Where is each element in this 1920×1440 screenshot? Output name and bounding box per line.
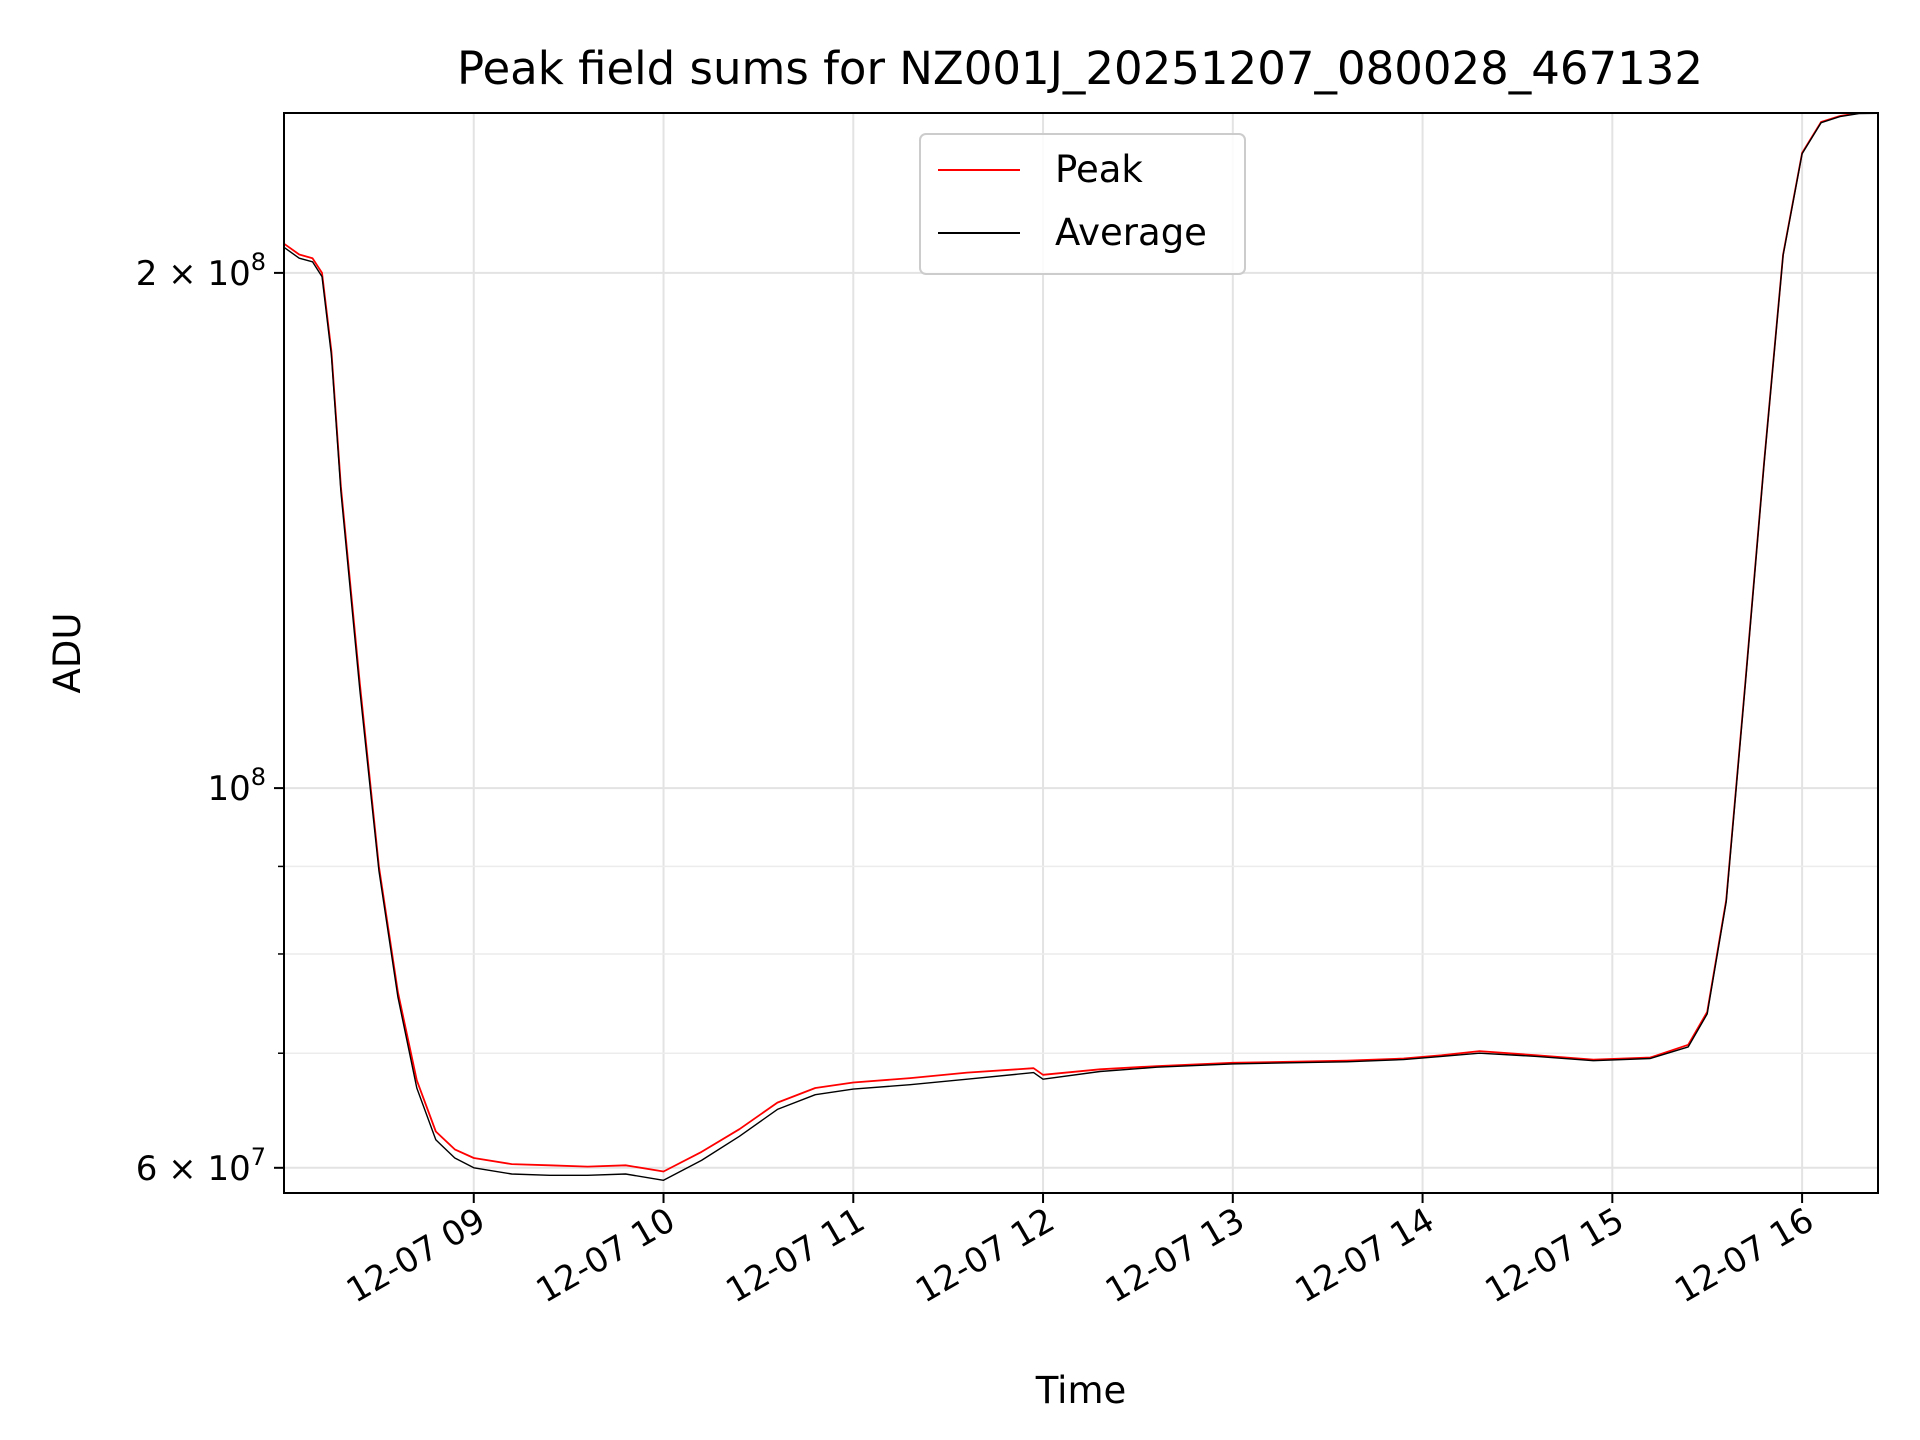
- y-tick-label-exponent: 8: [251, 763, 266, 791]
- y-tick-label-base: 6 × 10: [136, 1149, 251, 1189]
- series-layer: [283, 112, 1879, 1182]
- plot-frame: [283, 112, 1879, 1194]
- x-axis-label: Time: [1035, 1369, 1127, 1412]
- y-tick-label-base: 2 × 10: [136, 254, 251, 294]
- y-tick-label-exponent: 7: [251, 1143, 266, 1171]
- y-tick-label-exponent: 8: [251, 248, 266, 276]
- chart-title: Peak field sums for NZ001J_20251207_0800…: [457, 42, 1703, 95]
- legend: Peak Average: [919, 133, 1246, 275]
- y-tick-label: 108: [207, 763, 266, 809]
- y-tick-label: 2 × 108: [136, 248, 266, 294]
- y-axis-label: ADU: [46, 613, 89, 694]
- y-tick-label-base: 10: [207, 769, 250, 809]
- legend-label-average: Average: [1055, 211, 1207, 254]
- series-line-average: [283, 112, 1879, 1182]
- y-tick-label: 6 × 107: [136, 1143, 266, 1189]
- legend-label-peak: Peak: [1055, 148, 1143, 191]
